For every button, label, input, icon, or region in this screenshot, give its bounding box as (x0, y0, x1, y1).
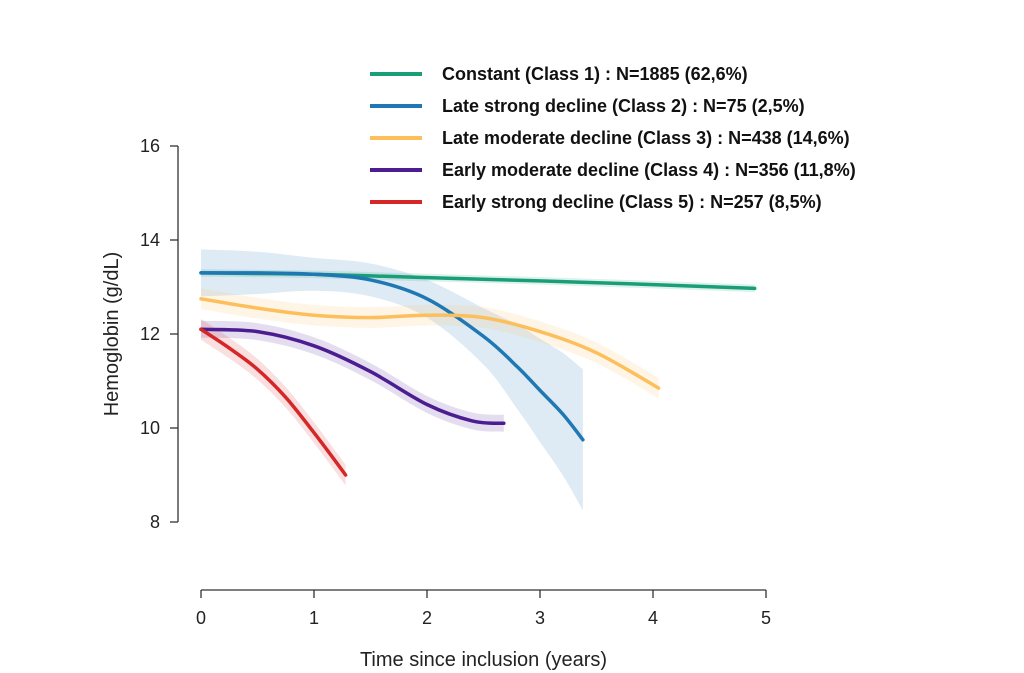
legend-label-class-5: Early strong decline (Class 5) : N=257 (… (442, 192, 822, 212)
legend-label-class-2: Late strong decline (Class 2) : N=75 (2,… (442, 96, 805, 116)
confidence-bands (201, 249, 755, 511)
x-tick-label: 2 (422, 608, 432, 628)
line-class-3 (199, 297, 661, 390)
x-tick-label: 3 (535, 608, 545, 628)
x-axis: 0 1 2 3 4 5 (196, 589, 771, 628)
line-class-4 (199, 327, 506, 426)
y-tick-label: 16 (140, 136, 160, 156)
x-tick-label: 0 (196, 608, 206, 628)
series-lines (199, 271, 757, 477)
legend-label-class-4: Early moderate decline (Class 4) : N=356… (442, 160, 856, 180)
x-tick-label: 4 (648, 608, 658, 628)
legend-label-class-1: Constant (Class 1) : N=1885 (62,6%) (442, 64, 748, 84)
band-class-5 (201, 319, 346, 486)
x-ticks: 0 1 2 3 4 5 (196, 590, 771, 628)
band-class-2 (201, 249, 583, 511)
x-axis-title: Time since inclusion (years) (360, 649, 607, 671)
legend-label-class-3: Late moderate decline (Class 3) : N=438 … (442, 128, 850, 148)
line-class-5 (199, 327, 348, 477)
y-axis: 8 10 12 14 16 (140, 136, 179, 532)
legend: Constant (Class 1) : N=1885 (62,6%) Late … (370, 64, 856, 212)
y-axis-title: Hemoglobin (g/dL) (101, 252, 123, 417)
x-tick-label: 1 (309, 608, 319, 628)
y-tick-label: 12 (140, 324, 160, 344)
y-tick-label: 10 (140, 418, 160, 438)
y-tick-label: 14 (140, 230, 160, 250)
y-ticks: 8 10 12 14 16 (140, 136, 178, 532)
y-tick-label: 8 (150, 512, 160, 532)
x-tick-label: 5 (761, 608, 771, 628)
